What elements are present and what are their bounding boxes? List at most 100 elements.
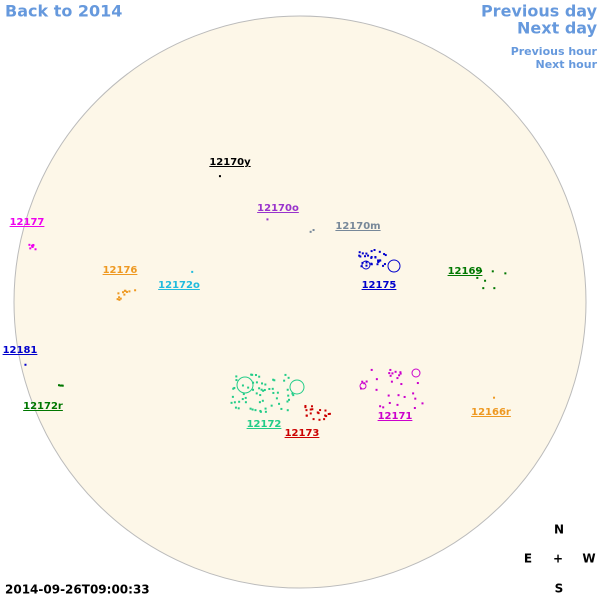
next-day-link[interactable]: Next day: [517, 19, 598, 38]
spot: [218, 175, 221, 178]
spot: [358, 251, 361, 254]
spot: [376, 263, 379, 266]
spot: [254, 374, 257, 377]
spot: [264, 407, 267, 410]
spot: [119, 297, 122, 300]
spot: [378, 250, 381, 253]
spot: [251, 408, 254, 411]
compass-east: E: [524, 552, 532, 566]
spot: [305, 414, 308, 417]
spot: [414, 397, 417, 400]
spot: [389, 374, 392, 377]
region-label: 12170o: [257, 203, 299, 214]
spot: [304, 404, 307, 407]
spot: [374, 256, 377, 259]
spot: [309, 412, 312, 415]
spot: [399, 372, 402, 375]
spot: [272, 391, 275, 394]
spot: [292, 394, 295, 397]
spot: [118, 298, 121, 301]
spot: [254, 409, 257, 412]
spot: [397, 394, 400, 397]
region-label: 12166r: [471, 407, 511, 418]
spot: [259, 394, 262, 397]
spot: [416, 382, 419, 385]
spot: [287, 394, 290, 397]
spot: [327, 413, 330, 416]
spot: [288, 398, 291, 401]
spot: [124, 289, 127, 292]
spot-ring: [359, 382, 367, 390]
spot: [387, 394, 390, 397]
spot: [312, 418, 315, 421]
spot: [310, 405, 313, 408]
spot: [383, 253, 386, 256]
spot: [304, 406, 307, 409]
spot: [365, 252, 368, 255]
spot: [266, 218, 269, 221]
spot: [493, 396, 496, 399]
region-label: 12170y: [209, 157, 251, 168]
spot: [375, 388, 378, 391]
spot: [242, 393, 245, 396]
previous-hour-link[interactable]: Previous hour: [511, 45, 598, 58]
spot: [191, 270, 194, 273]
spot: [388, 372, 391, 375]
previous-day-link[interactable]: Previous day: [481, 2, 598, 21]
compass-south: S: [555, 582, 564, 596]
spot: [476, 269, 479, 272]
spot: [270, 404, 273, 407]
spot: [403, 395, 406, 398]
spot: [283, 379, 286, 382]
spot: [271, 387, 274, 390]
spot: [255, 381, 258, 384]
region-label: 12176: [103, 265, 138, 276]
spot: [365, 261, 368, 264]
spot: [34, 248, 37, 251]
spot: [30, 244, 33, 247]
spot: [251, 373, 254, 376]
spot: [382, 264, 385, 267]
spot: [237, 407, 240, 410]
spot: [134, 289, 137, 292]
spot: [391, 372, 394, 375]
spot: [412, 392, 415, 395]
next-hour-link[interactable]: Next hour: [536, 58, 598, 71]
spot: [367, 254, 370, 257]
spot-ring: [387, 259, 401, 273]
back-link[interactable]: Back to 2014: [5, 2, 122, 21]
spot: [311, 408, 314, 411]
spot: [309, 230, 312, 233]
spot: [370, 250, 373, 253]
spot: [244, 401, 247, 404]
spot: [230, 401, 233, 404]
region-label: 12172o: [158, 280, 200, 291]
spot: [316, 411, 319, 414]
spot: [31, 245, 34, 248]
spot: [286, 388, 289, 391]
spot: [373, 249, 376, 252]
spot: [263, 388, 266, 391]
spot: [291, 392, 294, 395]
spot: [235, 379, 238, 382]
spot: [312, 229, 315, 232]
spot-ring: [361, 260, 371, 270]
spot: [324, 409, 327, 412]
region-label: 12177: [10, 217, 45, 228]
spot: [396, 377, 399, 380]
compass-center: +: [553, 552, 563, 566]
spot: [252, 388, 255, 391]
spot: [383, 263, 386, 266]
spot: [328, 412, 331, 415]
spot: [29, 247, 32, 250]
spot: [309, 408, 312, 411]
spot: [370, 255, 373, 258]
spot: [57, 384, 60, 387]
spot: [235, 375, 238, 378]
spot: [241, 398, 244, 401]
spot: [258, 387, 261, 390]
spot: [413, 407, 416, 410]
spot: [280, 407, 283, 410]
spot: [364, 255, 367, 258]
spot: [250, 373, 253, 376]
